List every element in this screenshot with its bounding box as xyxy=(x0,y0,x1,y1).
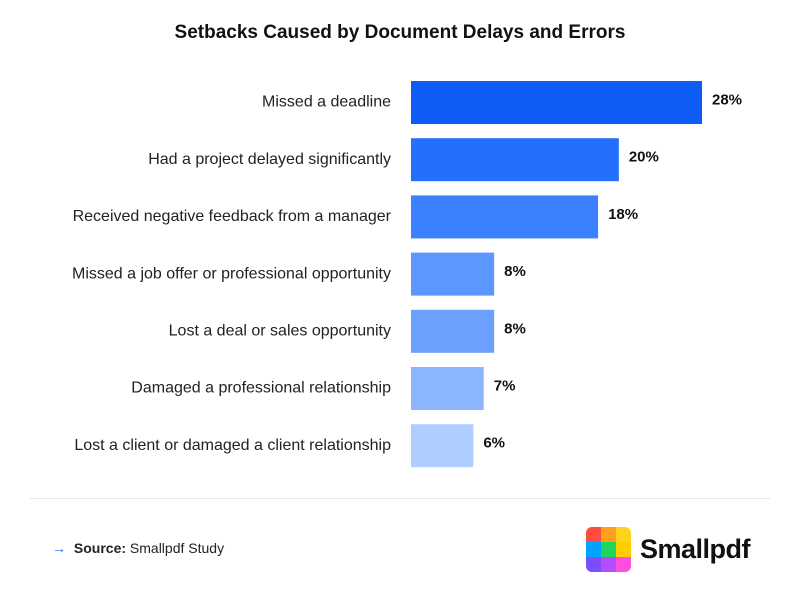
bar xyxy=(411,195,599,239)
bar-chart: Missed a deadline 28% Had a project delaye… xyxy=(72,81,742,468)
logo-tile xyxy=(586,557,601,572)
bar xyxy=(411,424,474,468)
logo-tile xyxy=(616,557,631,572)
chart-title: Setbacks Caused by Document Delays and E… xyxy=(174,22,626,43)
smallpdf-logo-icon xyxy=(586,527,631,572)
value-label: 7% xyxy=(494,377,516,394)
category-label: Had a project delayed significantly xyxy=(148,151,391,168)
source-label: Source: xyxy=(73,540,127,556)
bar xyxy=(411,138,619,182)
bar xyxy=(411,252,495,296)
logo-tile xyxy=(601,542,616,557)
value-label: 8% xyxy=(504,320,526,337)
value-label: 6% xyxy=(483,435,505,452)
source-note: → Source: Smallpdf Study xyxy=(52,540,224,556)
category-label: Received negative feedback from a manage… xyxy=(73,208,392,225)
value-label: 8% xyxy=(504,263,526,280)
category-label: Missed a job offer or professional oppor… xyxy=(72,265,391,282)
logo-tile xyxy=(601,557,616,572)
brand-name: Smallpdf xyxy=(640,534,751,564)
value-label: 28% xyxy=(712,91,742,108)
value-label: 18% xyxy=(608,206,638,223)
value-label: 20% xyxy=(629,149,659,166)
arrow-right-icon: → xyxy=(52,540,66,556)
category-label: Lost a deal or sales opportunity xyxy=(169,323,391,340)
bar xyxy=(411,367,484,410)
source-text: Smallpdf Study xyxy=(129,540,225,556)
divider xyxy=(30,498,770,499)
category-label: Damaged a professional relationship xyxy=(131,380,391,397)
logo-tile xyxy=(616,527,631,542)
logo-tile xyxy=(586,527,601,542)
logo-tile xyxy=(601,527,616,542)
bar xyxy=(411,81,702,124)
logo-tile xyxy=(616,542,631,557)
category-label: Missed a deadline xyxy=(262,94,391,111)
category-label: Lost a client or damaged a client relati… xyxy=(74,437,391,454)
brand-logo: Smallpdf xyxy=(586,527,751,572)
logo-tile xyxy=(586,542,601,557)
bar xyxy=(411,309,495,353)
